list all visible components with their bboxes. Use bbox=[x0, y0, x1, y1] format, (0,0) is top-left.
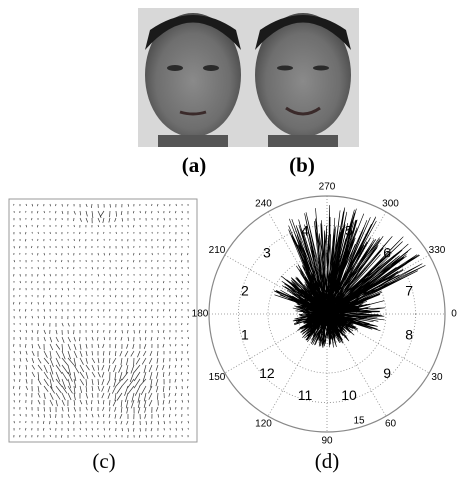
sector-label: 11 bbox=[298, 387, 313, 403]
flow-vectors bbox=[13, 203, 190, 438]
caption: (d) bbox=[315, 449, 340, 473]
caption: (c) bbox=[92, 449, 115, 473]
angle-label: 210 bbox=[209, 245, 226, 256]
polar-trace bbox=[273, 205, 426, 348]
sector-label: 12 bbox=[259, 365, 275, 381]
angle-label: 0 bbox=[451, 309, 457, 320]
flow-field-frame bbox=[8, 198, 198, 443]
sector-label: 6 bbox=[383, 245, 391, 261]
angle-label: 60 bbox=[385, 419, 397, 430]
angle-label: 150 bbox=[209, 372, 226, 383]
sector-label: 7 bbox=[405, 283, 413, 299]
photo-b bbox=[249, 8, 359, 147]
sector-label: 8 bbox=[405, 327, 413, 343]
radial-label: 15 bbox=[353, 416, 365, 427]
angle-label: 30 bbox=[431, 372, 443, 383]
sector-label: 9 bbox=[383, 365, 391, 381]
angle-label: 270 bbox=[319, 182, 336, 193]
sector-label: 1 bbox=[241, 327, 249, 343]
angle-label: 300 bbox=[382, 199, 399, 210]
caption: (a) bbox=[182, 153, 207, 177]
sector-label: 3 bbox=[263, 245, 271, 261]
caption: (b) bbox=[289, 153, 315, 177]
photo-a bbox=[138, 8, 249, 147]
sector-label: 5 bbox=[345, 223, 353, 239]
angle-label: 180 bbox=[192, 309, 209, 320]
sector-label: 4 bbox=[301, 223, 309, 239]
polar-grid-circle bbox=[238, 225, 416, 403]
angle-label: 90 bbox=[321, 436, 333, 447]
angle-label: 240 bbox=[255, 199, 272, 210]
sector-label: 10 bbox=[341, 387, 357, 403]
angle-label: 120 bbox=[255, 419, 272, 430]
flow-field bbox=[13, 203, 190, 438]
angle-label: 330 bbox=[429, 245, 446, 256]
sector-label: 2 bbox=[241, 283, 249, 299]
